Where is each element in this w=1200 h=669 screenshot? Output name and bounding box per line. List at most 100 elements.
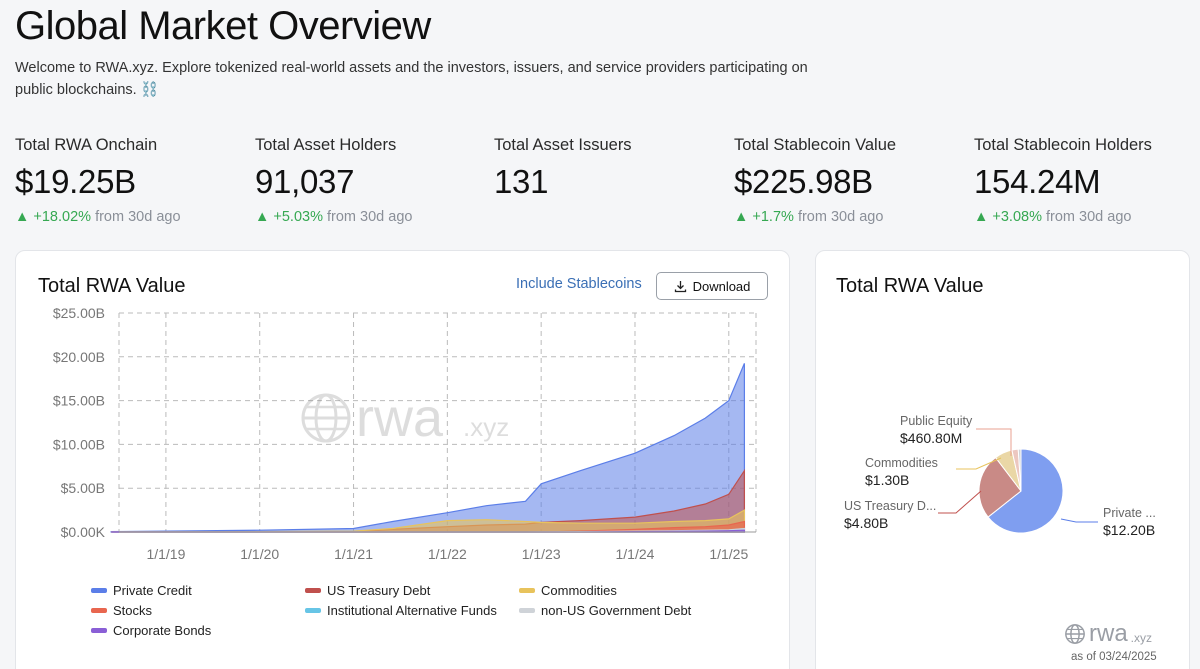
watermark: rwa .xyz [301,388,509,448]
legend-label: Commodities [541,583,617,598]
y-tick-label: $10.00B [53,436,105,452]
legend-item-non-us-gov[interactable]: non-US Government Debt [519,603,691,618]
stat-stablecoin-value: Total Stablecoin Value $225.98B ▲ +1.7% … [734,136,964,225]
stat-change: ▲ +1.7% from 30d ago [734,209,964,225]
x-tick-label: 1/1/24 [616,546,655,562]
globe-icon [1065,624,1085,644]
x-tick-label: 1/1/23 [522,546,561,562]
stat-value: $19.25B [15,163,136,200]
legend-item-commodities[interactable]: Commodities [519,583,617,598]
watermark-main: rwa [356,388,444,448]
legend-swatch [91,588,107,593]
pie-label-public-equity: Public Equity [900,414,973,428]
pie-value-public-equity: $460.80M [900,430,963,446]
leader-line-public-equity [976,428,1012,456]
stat-label: Total RWA Onchain [15,136,158,154]
up-arrow-icon: ▲ [15,209,30,225]
legend-label: Institutional Alternative Funds [327,603,497,618]
download-label: Download [692,278,751,294]
include-stablecoins-link[interactable]: Include Stablecoins [516,276,642,292]
legend-label: US Treasury Debt [327,583,431,598]
legend-swatch [91,608,107,613]
y-tick-label: $15.00B [53,393,105,409]
stat-stablecoin-holders: Total Stablecoin Holders 154.24M ▲ +3.08… [974,136,1200,225]
pie-chart [938,428,1098,534]
pie-label-commodities: Commodities [865,456,938,470]
legend-item-inst-alt-funds[interactable]: Institutional Alternative Funds [305,603,497,618]
area-chart-title: Total RWA Value [38,275,186,297]
legend-swatch [305,588,321,593]
up-arrow-icon: ▲ [734,209,749,225]
watermark-suffix: .xyz [463,412,509,442]
legend-item-stocks[interactable]: Stocks [91,603,152,618]
change-suffix: from 30d ago [95,209,181,225]
legend-swatch [519,608,535,613]
legend-swatch [91,628,107,633]
area-chart: rwa .xyz $0.00K $5.00B $10.00B $15.00B $20.0… [53,305,757,562]
y-tick-label: $25.00B [53,305,105,321]
leader-line-commodities [956,457,1002,470]
y-tick-label: $0.00K [61,524,106,540]
pie-slice-private-credit [987,448,1064,534]
x-tick-label: 1/1/25 [709,546,748,562]
stat-label: Total Stablecoin Holders [974,136,1152,154]
stat-value: 91,037 [255,163,355,200]
legend-label: Corporate Bonds [113,623,212,638]
stat-label: Total Asset Issuers [494,136,632,154]
stat-asset-issuers: Total Asset Issuers 131 [494,136,724,201]
area-chart-card: Total RWA Value Include Stablecoins Down… [15,250,790,669]
intro-text: Welcome to RWA.xyz. Explore tokenized re… [15,60,808,98]
pie-value-us-treasury: $4.80B [844,515,889,531]
stat-label: Total Asset Holders [255,136,397,154]
legend-item-corporate-bonds[interactable]: Corporate Bonds [91,623,211,638]
change-percent: +1.7% [752,209,794,225]
stat-label: Total Stablecoin Value [734,136,897,154]
stat-value: $225.98B [734,163,873,200]
x-tick-label: 1/1/19 [146,546,185,562]
change-percent: +18.02% [33,209,92,225]
legend-item-private-credit[interactable]: Private Credit [91,583,192,598]
up-arrow-icon: ▲ [255,209,270,225]
area-series-private-credit [110,363,746,533]
legend-label: Stocks [113,603,153,618]
stat-value: 131 [494,163,549,200]
up-arrow-icon: ▲ [974,209,989,225]
pie-value-commodities: $1.30B [865,472,910,488]
x-tick-label: 1/1/21 [334,546,373,562]
pie-slice-other [1017,448,1022,492]
stat-total-rwa: Total RWA Onchain $19.25B ▲ +18.02% from… [15,136,245,225]
change-percent: +5.03% [273,209,323,225]
pie-chart-title: Total RWA Value [836,275,984,297]
x-tick-label: 1/1/22 [428,546,467,562]
change-percent: +3.08% [992,209,1042,225]
stat-change: ▲ +3.08% from 30d ago [974,209,1200,225]
download-button[interactable]: Download [656,272,768,300]
logo-suffix: .xyz [1130,631,1153,645]
pie-slice-us-treasury-debt [978,456,1022,518]
stat-asset-holders: Total Asset Holders 91,037 ▲ +5.03% from… [255,136,485,225]
download-icon [674,280,686,292]
leader-line-private [1060,518,1098,523]
stat-value: 154.24M [974,163,1101,200]
legend-label: non-US Government Debt [541,603,692,618]
as-of-date: as of 03/24/2025 [1071,651,1157,663]
leader-line-us-treasury [938,490,982,514]
legend-label: Private Credit [113,583,192,598]
y-tick-label: $20.00B [53,349,105,365]
y-tick-label: $5.00B [61,480,105,496]
legend-swatch [519,588,535,593]
legend-swatch [305,608,321,613]
pie-value-private: $12.20B [1103,522,1156,538]
area-chart-axes: $0.00K $5.00B $10.00B $15.00B $20.00B $25.00B… [53,305,756,562]
stat-change: ▲ +5.03% from 30d ago [255,209,485,225]
pie-label-private: Private ... [1103,506,1156,520]
change-suffix: from 30d ago [327,209,413,225]
change-suffix: from 30d ago [797,209,884,225]
legend-item-us-treasury[interactable]: US Treasury Debt [305,583,430,598]
stat-change: ▲ +18.02% from 30d ago [15,209,245,225]
x-tick-label: 1/1/20 [240,546,279,562]
pie-leader-lines [938,428,1098,523]
globe-icon [301,393,351,443]
logo-main: rwa [1089,620,1128,647]
rwa-logo: rwa .xyz [1064,620,1152,648]
